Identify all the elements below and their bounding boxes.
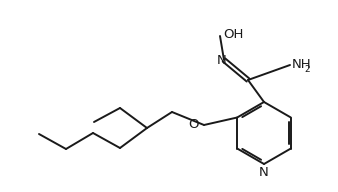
Text: OH: OH: [223, 27, 243, 41]
Text: N: N: [259, 166, 269, 179]
Text: O: O: [189, 118, 199, 132]
Text: NH: NH: [292, 59, 312, 71]
Text: 2: 2: [304, 65, 310, 74]
Text: N: N: [217, 54, 227, 66]
